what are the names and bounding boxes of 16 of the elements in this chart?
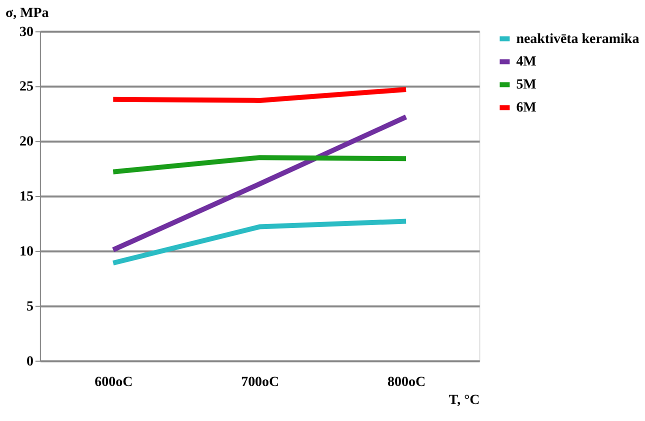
legend-label: 5M [516,78,536,93]
y-tick-label: 0 [26,354,34,370]
legend-label: 6M [516,100,536,116]
y-tick-label: 15 [19,190,34,205]
y-axis-title: σ, MPa [5,6,49,21]
x-tick-label: 700oC [241,375,280,390]
x-tick-label: 800oC [388,375,426,390]
y-tick-label: 25 [19,80,34,95]
x-axis-title: T, °C [448,393,480,408]
y-tick-label: 30 [19,24,34,40]
y-tick-label: 10 [19,244,34,260]
legend-label: 4M [516,54,536,70]
y-tick-label: 5 [26,299,34,314]
x-tick-label: 600oC [94,375,133,390]
y-tick-label: 20 [19,134,34,150]
legend-label: neaktivēta keramika [516,32,640,47]
